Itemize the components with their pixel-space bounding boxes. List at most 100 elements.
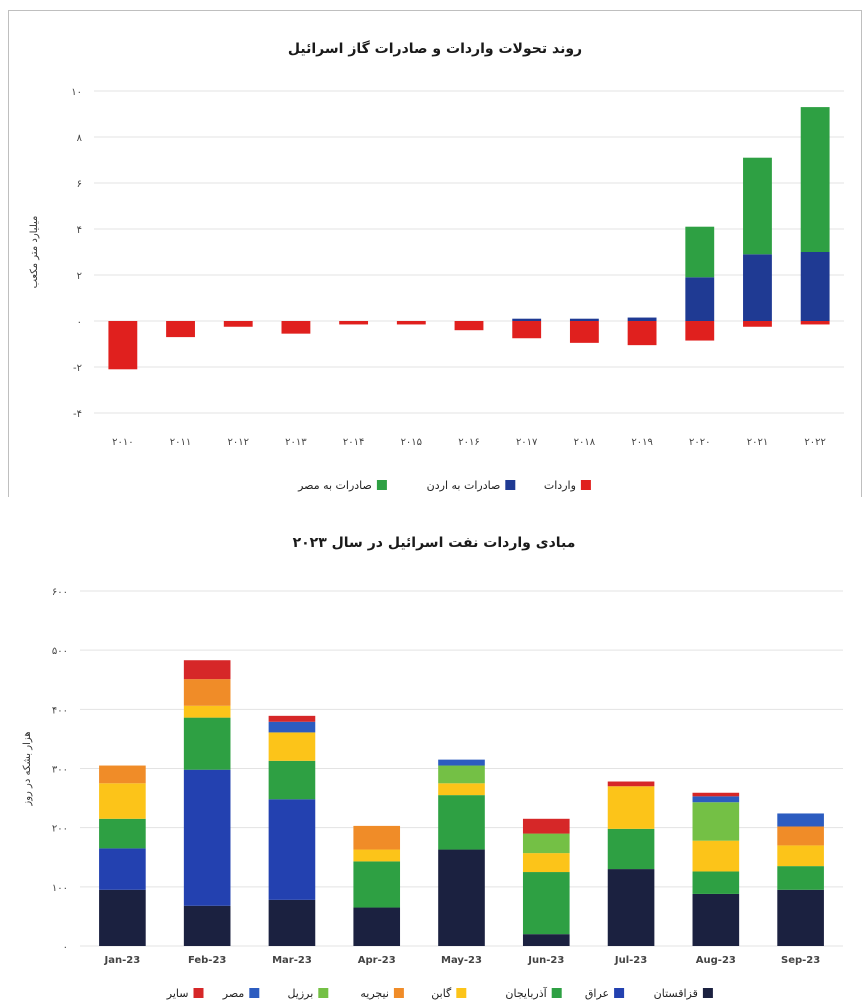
bar-segment — [223, 321, 253, 327]
x-tick-label: Jun-23 — [527, 955, 564, 966]
legend-swatch — [249, 988, 260, 998]
y-tick-label: ۸ — [77, 133, 83, 144]
y-tick-label: ۴ — [77, 225, 82, 236]
bar-segment — [99, 765, 146, 784]
legend-swatch — [505, 480, 516, 490]
bar-segment — [183, 679, 231, 706]
x-tick-label: ۲۰۲۲ — [804, 437, 825, 448]
bar-segment — [438, 849, 485, 946]
bar-segment — [438, 765, 485, 784]
bar-segment — [522, 934, 570, 946]
gas-trade-chart: روند تحولات واردات و صادرات گاز اسرائیل -… — [29, 40, 844, 492]
bar-segment — [522, 818, 570, 834]
legend-label: گابن — [431, 987, 452, 1000]
x-tick-label: Mar-23 — [272, 955, 312, 966]
bar-segment — [522, 833, 570, 854]
legend-swatch — [393, 988, 404, 998]
bar-segment — [692, 871, 740, 894]
bar-segment — [99, 818, 146, 849]
chart-title: روند تحولات واردات و صادرات گاز اسرائیل — [288, 40, 582, 57]
legend-label: عراق — [585, 987, 609, 1000]
bar-segment — [777, 889, 824, 946]
bar-segment — [692, 840, 740, 872]
y-axis-label: میلیارد متر مکعب — [29, 216, 40, 289]
bar-segment — [396, 321, 426, 325]
bar-segment — [685, 226, 715, 278]
bar-segment — [268, 899, 316, 946]
legend-label: واردات — [544, 479, 576, 492]
y-axis-label: هزار بشکه در روز — [22, 731, 33, 806]
bar-segment — [522, 853, 570, 873]
legend-label: آذربایجان — [505, 986, 547, 1000]
x-tick-label: Aug-23 — [696, 955, 736, 966]
y-tick-label: ۰ — [77, 317, 82, 328]
bar-segment — [353, 849, 401, 862]
x-tick-label: Feb-23 — [188, 955, 226, 966]
x-tick-label: ۲۰۱۹ — [631, 437, 652, 448]
legend-label: صادرات به اردن — [427, 479, 501, 492]
x-tick-label: ۲۰۲۱ — [747, 437, 768, 448]
x-tick-label: ۲۰۱۲ — [227, 437, 248, 448]
bar-segment — [607, 781, 655, 787]
y-tick-label: -۴ — [73, 409, 82, 420]
bar-segment — [183, 705, 231, 718]
bar-segment — [438, 783, 485, 796]
bar-segment — [692, 792, 740, 797]
bar-segment — [743, 157, 772, 255]
bar-segment — [627, 317, 657, 321]
y-tick-label: ۰ — [63, 942, 68, 953]
gas-trade-chart-panel: روند تحولات واردات و صادرات گاز اسرائیل -… — [8, 10, 862, 497]
y-tick-label: ۲ — [77, 271, 82, 282]
bar-segment — [743, 321, 772, 327]
bar-segment — [108, 321, 138, 370]
legend-label: سایر — [166, 987, 189, 1000]
legend-label: قزاقستان — [654, 987, 698, 1000]
oil-import-chart: مبادی واردات نفت اسرائیل در سال ۲۰۲۳ ۰ ۱۰۰… — [22, 535, 843, 1000]
bar-segment — [268, 715, 316, 722]
bar-segment — [692, 802, 740, 841]
x-tick-label: Apr-23 — [358, 955, 396, 966]
bar-segment — [268, 799, 316, 900]
legend-swatch — [376, 480, 387, 490]
legend-swatch — [318, 988, 329, 998]
bar-segment — [777, 866, 824, 890]
legend-label: مصر — [222, 987, 245, 1000]
bar-segment — [438, 759, 485, 766]
y-tick-label: ۶۰۰ — [52, 587, 68, 598]
bar-segment — [607, 786, 655, 829]
x-tick-label: ۲۰۱۸ — [574, 437, 596, 448]
y-tick-label: ۶ — [77, 179, 82, 190]
bar-segment — [268, 760, 316, 800]
bar-segment — [569, 318, 599, 321]
bar-segment — [607, 828, 655, 870]
x-tick-label: ۲۰۱۴ — [343, 437, 364, 448]
x-tick-label: Sep-23 — [781, 955, 820, 966]
x-tick-label: ۲۰۱۵ — [401, 437, 422, 448]
bar-segment — [607, 869, 655, 946]
legend-label: نیجریه — [360, 987, 389, 1000]
x-tick-label: ۲۰۱۶ — [458, 437, 479, 448]
bar-segment — [353, 825, 401, 850]
bar-segment — [777, 813, 824, 827]
x-tick-label: ۲۰۱۱ — [170, 437, 191, 448]
y-tick-label: ۵۰۰ — [52, 646, 68, 657]
legend-label: صادرات به مصر — [297, 479, 372, 492]
y-tick-label: ۱۰ — [71, 87, 82, 98]
bar-segment — [268, 732, 316, 761]
legend-swatch — [580, 480, 591, 490]
bar-segment — [692, 893, 740, 946]
x-tick-label: Jan-23 — [104, 955, 141, 966]
bar-segment — [183, 769, 231, 906]
legend-swatch — [702, 988, 713, 998]
bar-segment — [183, 717, 231, 770]
bar-segment — [339, 321, 369, 325]
legend-swatch — [193, 988, 204, 998]
bar-segment — [438, 795, 485, 850]
bar-segment — [569, 321, 599, 343]
bar-segment — [281, 321, 311, 334]
bar-segment — [454, 321, 484, 331]
legend-swatch — [614, 988, 625, 998]
oil-import-chart-panel: مبادی واردات نفت اسرائیل در سال ۲۰۲۳ ۰ ۱۰۰… — [8, 514, 860, 1004]
bar-segment — [512, 321, 542, 339]
x-tick-label: ۲۰۲۰ — [689, 437, 710, 448]
